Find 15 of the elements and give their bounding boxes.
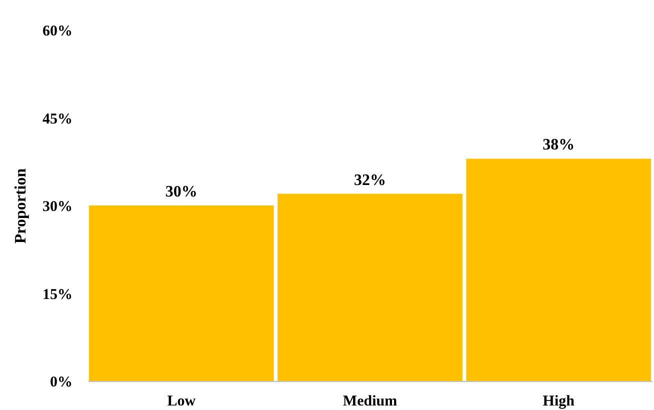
x-tick-label: Medium: [342, 394, 398, 410]
bar: [88, 206, 274, 381]
y-tick-label: 15%: [42, 286, 72, 303]
x-tick-label: High: [542, 394, 576, 410]
y-tick-label: 60%: [42, 24, 72, 40]
data-label: 38%: [542, 136, 575, 154]
data-label: 30%: [165, 184, 198, 200]
bar: [278, 194, 462, 381]
y-tick-label: 30%: [42, 199, 72, 215]
bar: [466, 158, 652, 381]
x-tick-label: Low: [167, 394, 196, 410]
y-tick-label: 45%: [42, 111, 72, 128]
data-label: 32%: [354, 172, 386, 189]
y-tick-label: 0%: [50, 374, 72, 390]
y-axis-title: Proportion: [12, 168, 30, 244]
